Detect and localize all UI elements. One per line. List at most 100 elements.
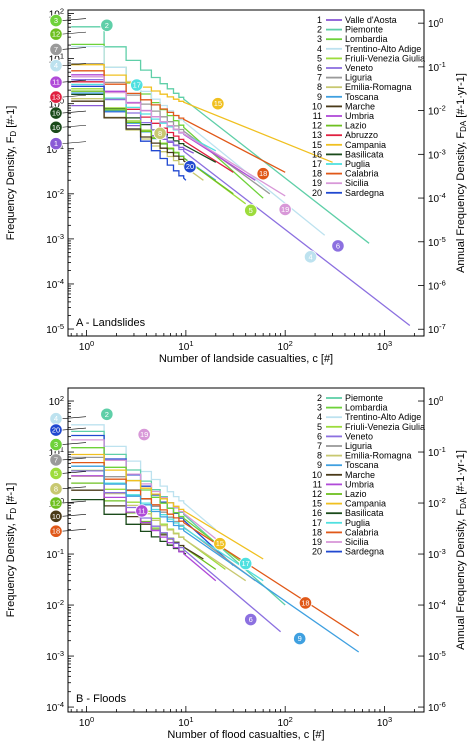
y-tick-label: 10-3 [46, 232, 64, 246]
legend-number: 19 [312, 178, 322, 188]
legend-entry-9: Toscana [345, 460, 379, 470]
bubble-leader [61, 63, 87, 66]
legend-entry-3: Lombardia [345, 403, 388, 413]
panel-floods: 10010110210310210110010-110-210-310-4100… [5, 387, 468, 741]
y-tick-label: 102 [49, 394, 64, 408]
legend-number: 5 [317, 53, 322, 63]
legend-number: 6 [317, 63, 322, 73]
series-bubble-15 [213, 537, 227, 551]
legend-entry-7: Liguria [345, 73, 372, 83]
legend-entry-20: Sardegna [345, 547, 384, 557]
legend-number: 11 [313, 479, 322, 489]
series-bubble-label: 15 [214, 99, 222, 108]
left-bubble-20 [49, 423, 63, 437]
legend-entry-1: Valle d'Aosta [345, 15, 397, 25]
right-y-tick-label: 10-1 [428, 445, 446, 459]
legend-entry-17: Puglia [345, 159, 370, 169]
x-axis-label: Number of flood casualties, c [#] [167, 729, 324, 741]
x-tick-label: 102 [278, 715, 293, 729]
legend-entry-10: Marche [345, 470, 375, 480]
series-line-15 [71, 453, 264, 560]
right-y-tick-label: 10-2 [428, 496, 446, 510]
legend-number: 1 [317, 15, 322, 25]
left-bubble-label: 7 [54, 45, 58, 54]
left-bubble-3 [49, 437, 63, 452]
y-tick-label: 10-4 [46, 700, 64, 714]
y-tick-label: 10-3 [46, 649, 64, 663]
series-bubble-label: 2 [105, 410, 109, 419]
left-bubble-label: 4 [54, 414, 58, 423]
bubble-leader [61, 110, 87, 114]
legend-entry-2: Piemonte [345, 393, 383, 403]
legend-number: 15 [312, 140, 322, 150]
left-bubble-7 [49, 453, 63, 467]
legend-entry-9: Toscana [345, 92, 379, 102]
series-bubble-2 [100, 18, 114, 32]
legend-entry-3: Lombardia [345, 34, 388, 44]
series-bubble-label: 15 [216, 539, 224, 548]
x-tick-label: 101 [178, 339, 193, 353]
legend-entry-8: Emilia-Romagna [345, 82, 412, 92]
panel-landslides: 10010110210310210110010-110-210-310-410-… [5, 7, 468, 365]
series-bubble-9 [293, 631, 307, 646]
x-tick-label: 100 [79, 339, 94, 353]
left-bubble-label: 16 [52, 123, 60, 132]
left-bubble-1 [49, 137, 63, 151]
legend-entry-15: Campania [345, 499, 386, 509]
legend-entry-13: Abruzzo [345, 130, 378, 140]
legend-entry-4: Trentino-Alto Adige [345, 44, 421, 54]
legend-number: 2 [317, 25, 322, 35]
series-bubble-label: 17 [133, 80, 141, 89]
bubble-leader [61, 47, 87, 50]
series-line-18 [71, 461, 360, 637]
series-bubble-17 [130, 78, 144, 92]
left-bubble-5 [49, 466, 63, 481]
series-group [71, 424, 360, 653]
bubble-leader [61, 18, 87, 21]
right-y-tick-label: 100 [428, 394, 443, 408]
legend-number: 17 [312, 518, 322, 528]
y-tick-label: 10-5 [46, 322, 64, 336]
x-tick-label: 102 [278, 339, 293, 353]
left-bubble-label: 10 [52, 512, 60, 521]
left-bubble-11 [49, 75, 63, 89]
y-tick-label: 10-4 [46, 277, 64, 291]
legend-number: 20 [312, 188, 322, 198]
right-y-tick-label: 10-1 [428, 60, 446, 74]
legend-entry-18: Calabria [345, 169, 379, 179]
bubble-leader [61, 528, 87, 532]
bubble-leader [61, 416, 87, 420]
x-tick-label: 100 [79, 715, 94, 729]
left-bubble-18 [49, 524, 63, 538]
left-bubble-3 [49, 13, 63, 28]
right-y-tick-label: 10-5 [428, 235, 446, 249]
series-bubble-11 [135, 504, 149, 518]
series-line-10 [71, 100, 187, 163]
legend: 1 Valle d'Aosta 2 Piemonte 3 Lombardia 4 Trenti… [312, 15, 425, 198]
series-bubble-label: 2 [105, 21, 109, 30]
bubble-leader [61, 141, 87, 144]
legend-entry-6: Veneto [345, 431, 373, 441]
y-tick-label: 10-2 [46, 598, 64, 612]
series-bubble-label: 19 [140, 430, 148, 439]
series-bubble-17 [239, 556, 253, 571]
right-y-tick-label: 10-2 [428, 104, 446, 118]
bubble-leader [61, 442, 87, 445]
legend-number: 16 [312, 149, 322, 159]
bubble-leader [61, 124, 87, 128]
series-line-2 [71, 26, 370, 244]
legend-number: 3 [317, 403, 322, 413]
legend-entry-10: Marche [345, 101, 375, 111]
left-bubble-13 [49, 90, 63, 104]
bubble-leader [61, 486, 87, 490]
series-line-20 [71, 85, 187, 181]
legend-number: 11 [313, 111, 322, 121]
legend-number: 8 [317, 82, 322, 92]
legend-number: 10 [312, 101, 322, 111]
left-bubble-4 [49, 59, 63, 73]
legend-number: 4 [317, 44, 322, 54]
series-bubble-label: 9 [298, 634, 302, 643]
left-bubble-label: 3 [54, 440, 58, 449]
series-line-4 [71, 424, 217, 531]
